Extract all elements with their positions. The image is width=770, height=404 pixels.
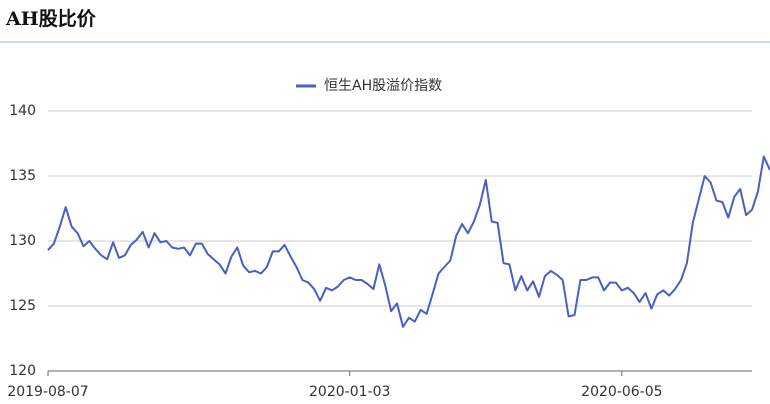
legend-label: 恒生AH股溢价指数 bbox=[324, 78, 442, 94]
y-tick-label: 120 bbox=[9, 363, 36, 379]
y-tick-label: 140 bbox=[9, 103, 36, 119]
x-tick-label: 2020-01-03 bbox=[309, 384, 390, 400]
series-line bbox=[47, 155, 770, 328]
x-tick-label: 2019-08-07 bbox=[7, 384, 88, 400]
y-tick-label: 135 bbox=[9, 168, 36, 184]
y-tick-label: 130 bbox=[9, 233, 36, 249]
y-tick-label: 125 bbox=[9, 298, 36, 314]
x-tick-label: 2020-06-05 bbox=[581, 384, 662, 400]
page-title: AH股比价 bbox=[5, 8, 97, 30]
